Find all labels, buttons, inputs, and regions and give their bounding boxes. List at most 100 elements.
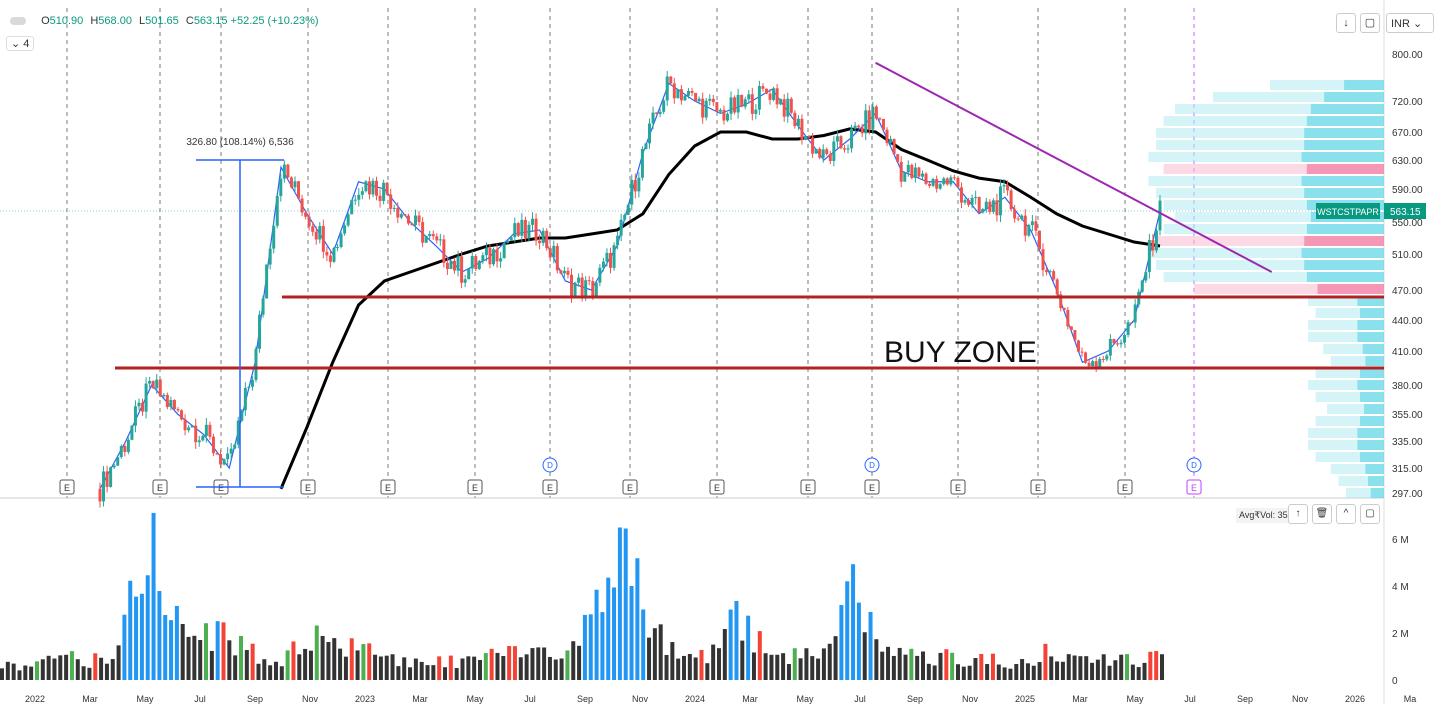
earnings-icon: E (305, 483, 311, 493)
volume-bar (903, 654, 908, 680)
candle-body (495, 249, 499, 262)
ohlc-change: +52.25 (+10.23%) (230, 15, 319, 27)
fullscreen-icon[interactable]: ▢ (1360, 13, 1380, 33)
candle-body (538, 240, 542, 244)
last-price-value: 563.15 (1390, 207, 1421, 218)
arrow-up-icon[interactable]: ↑ (1288, 504, 1308, 524)
volume-profile-row (1148, 152, 1384, 162)
volume-bar (792, 648, 797, 680)
volume-profile-core (1370, 488, 1384, 498)
volume-bar (990, 653, 995, 680)
last-price-tag (1384, 203, 1426, 219)
date-tick: 2025 (1015, 694, 1035, 704)
volume-bar (1025, 663, 1030, 680)
candle-body (956, 177, 960, 188)
indicators-toggle[interactable]: ⌄ 4 (6, 36, 35, 51)
candle-body (250, 379, 254, 387)
candle-body (410, 223, 414, 226)
collapse-icon[interactable] (10, 17, 26, 26)
volume-bar (804, 648, 809, 680)
volume-bar (209, 650, 214, 680)
volume-bar (1060, 661, 1065, 680)
volume-bar (244, 650, 249, 680)
date-tick: May (466, 694, 484, 704)
candle-body (995, 200, 999, 216)
volume-bar (145, 575, 150, 680)
candle-body (435, 236, 439, 241)
candle-body (1069, 326, 1073, 331)
candle-body (562, 270, 566, 274)
volume-bar (512, 646, 517, 680)
candle-body (545, 230, 549, 249)
volume-bar (163, 615, 168, 680)
candle-body (300, 198, 304, 213)
volume-profile-row (1315, 368, 1384, 378)
candle-body (109, 467, 113, 487)
volume-bar (577, 645, 582, 680)
candle-body (541, 230, 545, 244)
candle-body (1158, 200, 1162, 231)
date-tick: Nov (1292, 694, 1309, 704)
trash-icon[interactable]: 🗑 (1312, 504, 1332, 524)
candle-body (896, 154, 900, 162)
candle-body (871, 106, 875, 130)
earnings-icon: E (157, 483, 163, 493)
earnings-icon: E (547, 483, 553, 493)
window-icon[interactable]: ▢ (1360, 504, 1380, 524)
expand-icon[interactable]: ^ (1336, 504, 1356, 524)
volume-bar (705, 663, 710, 680)
candle-body (552, 245, 556, 258)
date-tick: Sep (577, 694, 593, 704)
date-tick: Sep (1237, 694, 1253, 704)
volume-profile-row (1315, 308, 1384, 318)
volume-bar (367, 643, 372, 680)
candle-body (981, 209, 985, 213)
candle-body (655, 112, 659, 114)
earnings-marker (1030, 479, 1046, 495)
earnings-icon: E (472, 483, 478, 493)
volume-bar (746, 615, 751, 680)
currency-select[interactable]: INR ⌄ (1386, 13, 1434, 33)
candle-body (970, 197, 974, 205)
earnings-marker (380, 479, 396, 495)
candle-body (548, 248, 552, 258)
volume-profile-row (1163, 200, 1384, 210)
arrow-down-icon[interactable]: ↓ (1336, 13, 1356, 33)
candle-body (112, 465, 116, 468)
volume-profile-core (1364, 404, 1384, 414)
axes: 800.00 720.00 670.00 630.00 590.00 550.00 510.… (25, 50, 1426, 704)
dividend-marker (864, 457, 880, 473)
volume-bar (1107, 665, 1112, 680)
volume-bar (547, 656, 552, 680)
candle-body (183, 419, 187, 431)
earnings-marker (467, 479, 483, 495)
candle-body (594, 282, 598, 296)
volume-bar (437, 656, 442, 680)
earnings-icon: E (805, 483, 811, 493)
volume-bar (256, 663, 261, 680)
volume-bar (722, 628, 727, 680)
candle-body (800, 118, 804, 140)
volume-profile-core (1360, 308, 1384, 318)
candle-body (1087, 362, 1091, 367)
volume-profile-row (1308, 380, 1384, 390)
candle-body (375, 180, 379, 196)
volume-bar (273, 661, 278, 680)
volume-bar (52, 658, 57, 680)
price-tick: 670.00 (1392, 128, 1423, 139)
date-tick: Mar (412, 694, 428, 704)
volume-bar (565, 650, 570, 680)
ohlc-close-key: C (185, 15, 194, 27)
candle-body (1052, 271, 1056, 280)
volume-bar (58, 655, 63, 680)
candle-body (293, 181, 297, 188)
candle-body (190, 425, 194, 428)
volume-profile-core (1357, 428, 1384, 438)
volume-bar (571, 641, 576, 680)
candle-body (676, 89, 680, 99)
price-tick: 297.00 (1392, 489, 1423, 500)
volume-bar (1037, 662, 1042, 680)
volume-profile-row (1315, 392, 1384, 402)
volume-bar (11, 663, 16, 680)
